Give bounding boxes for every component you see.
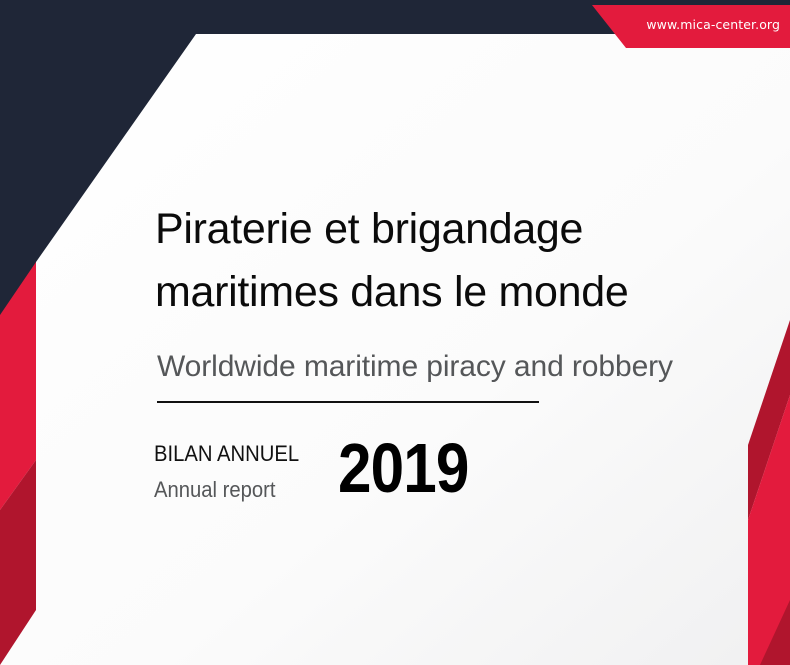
right-red-stripe [748, 395, 790, 665]
annual-report-label-fr: BILAN ANNUEL [154, 441, 300, 466]
annual-report-label-en: Annual report [154, 477, 276, 502]
subtitle-divider [157, 401, 539, 403]
report-title: Piraterie et brigandage maritimes dans l… [155, 198, 629, 324]
url-tab [592, 5, 790, 48]
left-dark-red-stripe [0, 460, 36, 665]
report-year: 2019 [338, 429, 469, 507]
report-title-line-1: Piraterie et brigandage [155, 205, 584, 253]
report-subtitle: Worldwide maritime piracy and robbery [157, 350, 673, 383]
report-title-line-2: maritimes dans le monde [155, 268, 629, 316]
right-bottom-dark-red-stripe [760, 600, 790, 665]
right-dark-red-stripe [748, 320, 790, 520]
website-url: www.mica-center.org [646, 17, 780, 32]
left-red-stripe [0, 262, 36, 510]
